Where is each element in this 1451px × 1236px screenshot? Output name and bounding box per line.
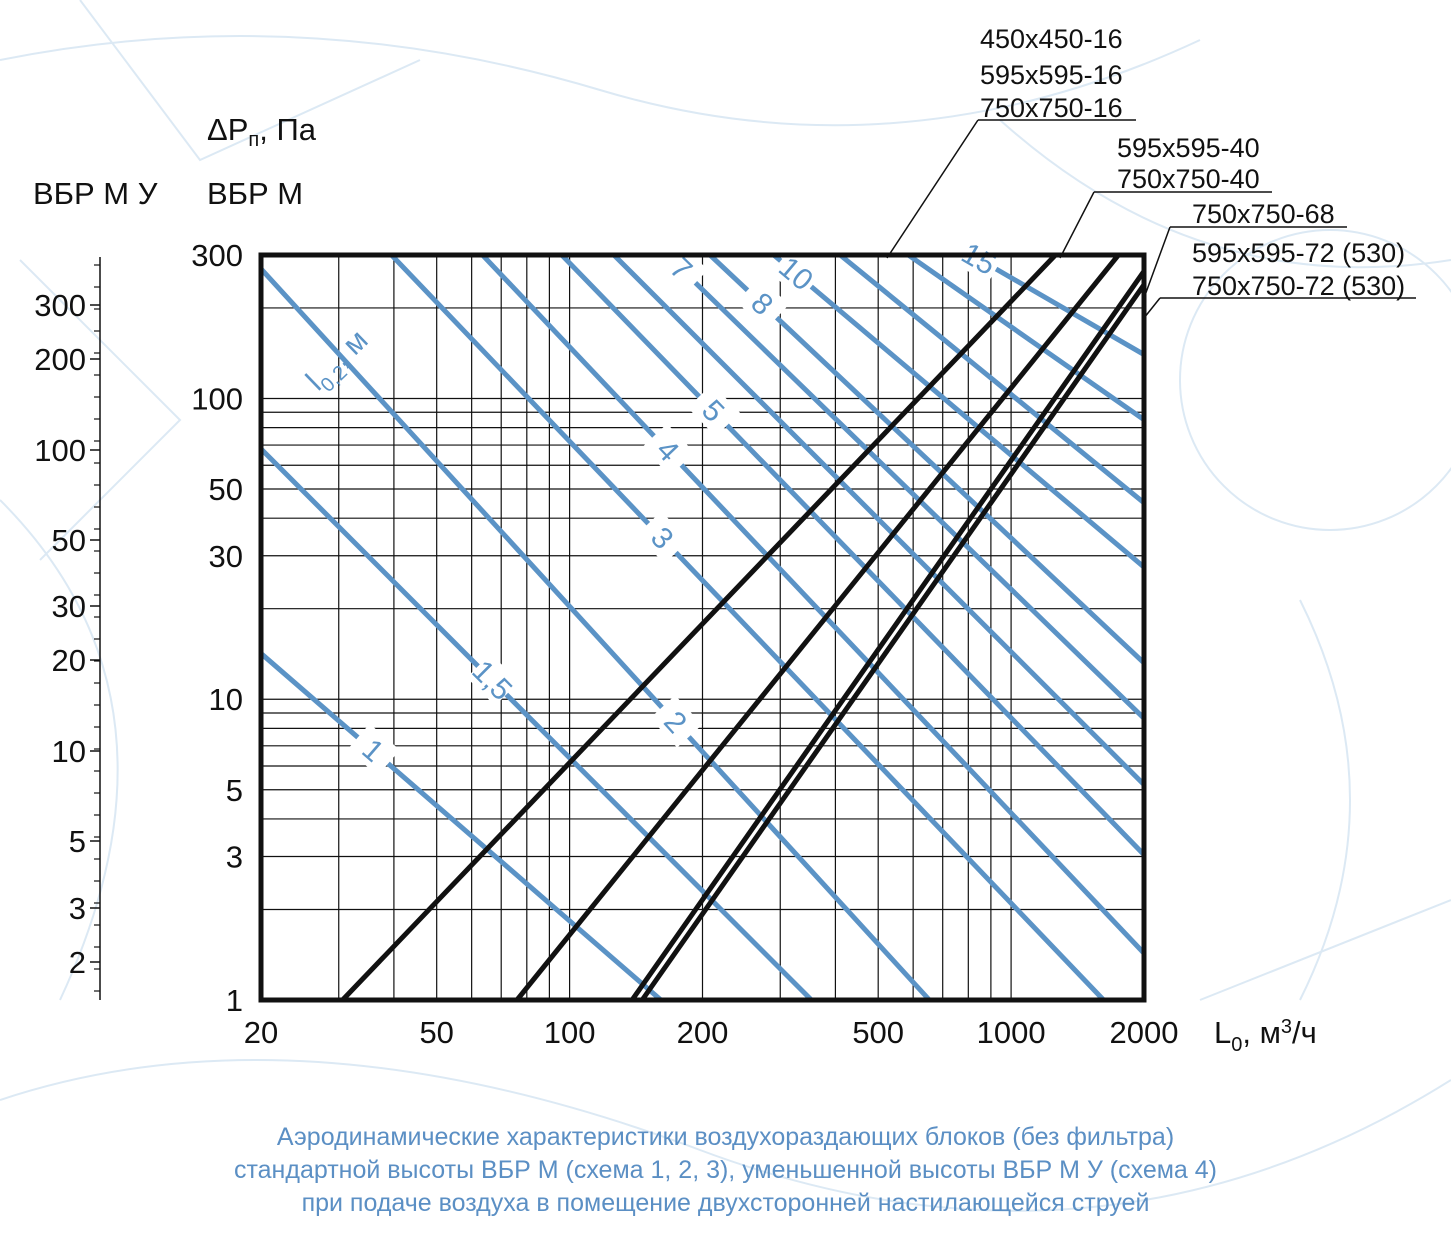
x-tick-label: 500 (852, 1015, 904, 1050)
plot-border (258, 252, 1147, 1003)
blue-series-label-bg (642, 423, 695, 477)
black-series-line (629, 269, 1147, 1002)
blue-series-label-bg (636, 511, 689, 564)
black-series-line (515, 253, 1121, 1002)
y2-tick-label: 10 (52, 734, 86, 769)
y-tick-label: 50 (209, 472, 243, 507)
y-tick-label: 1 (226, 983, 243, 1018)
caption-line-3: при подаче воздуха в помещение двухсторо… (301, 1189, 1150, 1217)
x-tick-label: 2000 (1110, 1015, 1179, 1050)
blue-series-line (259, 447, 814, 1002)
blue-series-line (480, 253, 1146, 956)
y-tick-label: 5 (226, 773, 243, 808)
y2-tick-label: 100 (34, 433, 86, 468)
blue-series-label-bg (347, 723, 400, 776)
black-series-leader (1059, 191, 1095, 259)
blue-series-line (259, 267, 932, 1002)
y-tick-label: 300 (191, 238, 243, 273)
blue-series-label-bg (953, 233, 1006, 283)
x-tick-label: 1000 (977, 1015, 1046, 1050)
x-tick-label: 200 (677, 1015, 729, 1050)
chart-text: l0,2, м20 50 100 200 500 1000 2000 L0, м3/ч3001… (33, 24, 1416, 1056)
caption-line-1: Аэродинамические характеристики воздухор… (276, 1123, 1175, 1151)
blue-series-line (772, 253, 1146, 570)
y2-tick-label: 50 (52, 523, 86, 558)
y-tick-label: 100 (191, 381, 243, 416)
y-tick-label: 3 (226, 840, 243, 875)
black-series-line (640, 283, 1147, 1002)
y2-tick-label: 5 (69, 824, 86, 859)
blue-series-line (665, 253, 1146, 721)
y-tick-label: 30 (209, 539, 243, 574)
blue-series-label-bg (770, 247, 823, 299)
y2-axis-label: ВБР М У (33, 176, 158, 211)
black-series-leader (886, 119, 979, 259)
y2-tick-label: 3 (69, 891, 86, 926)
black-series-label: 750x750-72 (530) (1192, 271, 1405, 301)
black-series-label: 595x595-40 (1117, 133, 1260, 163)
blue-series-line (838, 253, 1146, 505)
x-tick-label: 50 (419, 1015, 453, 1050)
plot-frame (258, 252, 1147, 1003)
blue-series-line (906, 252, 1146, 422)
black-series-label: 595x595-72 (530) (1192, 238, 1405, 268)
blue-series-line (970, 252, 1146, 357)
blue-series-label-bg (650, 695, 703, 748)
blue-series-line (708, 253, 1146, 665)
black-series-label: 595x595-16 (980, 60, 1123, 90)
blue-series-label-bg (736, 277, 789, 330)
blue-series-label: 15 (956, 237, 1001, 282)
black-series-label: 750x750-68 (1192, 199, 1335, 229)
y-axis-label: ВБР М (207, 176, 303, 211)
black-series-label: 450x450-16 (980, 24, 1123, 54)
caption-line-2: стандартной высоты ВБР М (схема 1, 2, 3)… (233, 1156, 1217, 1184)
x-tick-label: 20 (244, 1015, 278, 1050)
black-series-group (340, 253, 1147, 1002)
black-series-leader (1143, 297, 1161, 319)
blue-series-line (612, 253, 1146, 787)
blue-series-line (389, 253, 1106, 1002)
blue-series-line (559, 253, 1146, 857)
y2-tick-label: 200 (34, 342, 86, 377)
grid (261, 255, 1144, 1000)
black-series-label: 750x750-16 (980, 93, 1123, 123)
black-series-line (340, 253, 1058, 1002)
y2-tick-label: 30 (52, 589, 86, 624)
black-series-leader (1143, 226, 1171, 299)
blue-series-line (259, 651, 663, 1002)
black-series-label: 750x750-40 (1117, 164, 1260, 194)
y2-tick-label: 300 (34, 288, 86, 323)
x-axis-label: L0, м3/ч (1214, 1015, 1317, 1056)
y-axis-title: ΔPп, Па (207, 112, 317, 151)
blue-series-label-bg (687, 384, 740, 437)
x-tick-label: 100 (544, 1015, 596, 1050)
y2-tick-label: 2 (69, 945, 86, 980)
y-tick-label: 10 (209, 682, 243, 717)
y2-tick-label: 20 (52, 643, 86, 678)
blue-series-label-bg (466, 653, 520, 706)
